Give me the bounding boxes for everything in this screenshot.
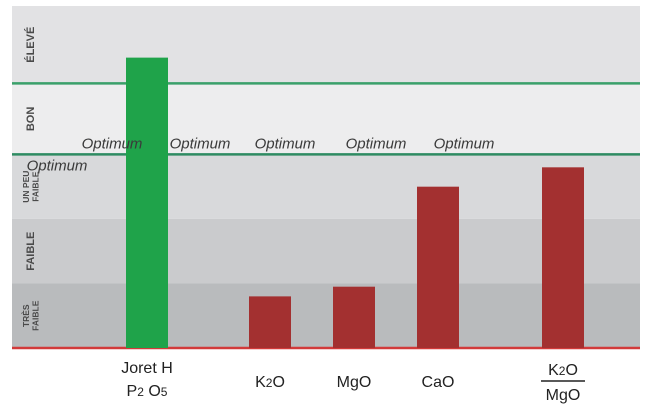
tick-label-2: K2O xyxy=(255,374,285,391)
bar-4 xyxy=(417,186,459,348)
optimum-label-2: Optimum xyxy=(27,157,88,174)
level-label-tres-faible-1: TRÈS xyxy=(21,304,31,327)
bar-3 xyxy=(333,286,375,348)
bar-2 xyxy=(249,296,291,348)
tick-label-1-line1: Joret H xyxy=(121,360,173,377)
level-label-tres-faible-2: FAIBLE xyxy=(31,300,41,331)
band-faible xyxy=(12,218,640,284)
optimum-label-5: Optimum xyxy=(346,135,407,152)
band-un-peu-faible xyxy=(12,154,640,219)
optimum-label-4: Optimum xyxy=(255,135,316,152)
tick-label-3: MgO xyxy=(337,374,372,391)
level-label-eleve-1: ÉLEVÉ xyxy=(24,27,37,63)
tick-label-1-line2: P2 O5 xyxy=(127,383,168,400)
level-label-faible-1: FAIBLE xyxy=(25,232,37,271)
level-label-bon-1: BON xyxy=(25,107,37,132)
optimum-label-3: Optimum xyxy=(170,135,231,152)
bar-5 xyxy=(542,167,584,348)
band-tres-faible xyxy=(12,283,640,348)
tick-label-4: CaO xyxy=(422,374,455,391)
tick-label-5-numerator: K2O xyxy=(548,362,578,379)
bar-1 xyxy=(126,57,168,348)
level-label-un-peu-faible-2: FAIBLE xyxy=(31,171,41,202)
tick-label-5-denominator: MgO xyxy=(546,387,581,404)
optimum-label-1: Optimum xyxy=(82,135,143,152)
optimum-label-6: Optimum xyxy=(434,135,495,152)
band-bon xyxy=(12,83,640,155)
level-label-un-peu-faible-1: UN PEU xyxy=(21,171,31,203)
band-eleve xyxy=(12,6,640,84)
